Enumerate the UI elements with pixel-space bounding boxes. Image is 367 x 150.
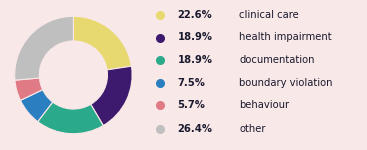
Text: clinical care: clinical care: [239, 10, 299, 20]
Wedge shape: [15, 78, 43, 100]
Text: 18.9%: 18.9%: [178, 55, 212, 65]
Text: health impairment: health impairment: [239, 33, 332, 42]
Text: documentation: documentation: [239, 55, 315, 65]
Text: behaviour: behaviour: [239, 100, 290, 110]
Text: other: other: [239, 124, 266, 134]
Text: boundary violation: boundary violation: [239, 78, 333, 87]
Wedge shape: [15, 16, 73, 80]
Wedge shape: [73, 16, 131, 70]
Text: 22.6%: 22.6%: [178, 10, 212, 20]
Wedge shape: [38, 102, 103, 134]
Wedge shape: [21, 90, 53, 122]
Text: 5.7%: 5.7%: [178, 100, 206, 110]
Text: 18.9%: 18.9%: [178, 33, 212, 42]
Text: 7.5%: 7.5%: [178, 78, 206, 87]
Wedge shape: [91, 66, 132, 126]
Text: 26.4%: 26.4%: [178, 124, 212, 134]
